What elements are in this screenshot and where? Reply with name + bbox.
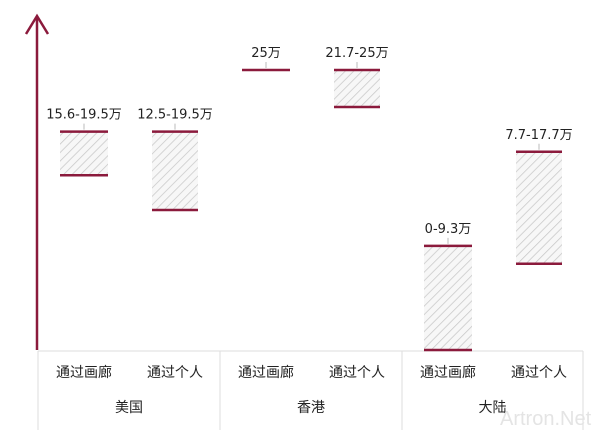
range-bar <box>334 70 380 107</box>
watermark: Artron.Net <box>500 408 592 430</box>
x-tick-label: 通过画廊 <box>420 364 476 381</box>
data-label: 7.7-17.7万 <box>505 128 572 143</box>
data-label: 25万 <box>251 46 281 61</box>
x-tick-label: 通过个人 <box>511 365 567 381</box>
range-bar <box>152 131 198 210</box>
x-tick-label: 通过个人 <box>329 365 385 381</box>
range-bar <box>60 131 108 176</box>
x-tick-label: 通过画廊 <box>238 364 294 381</box>
x-tick-label: 通过画廊 <box>56 364 112 381</box>
range-bar <box>424 245 472 350</box>
group-label: 大陆 <box>479 400 507 416</box>
data-label: 0-9.3万 <box>425 222 472 237</box>
data-label: 21.7-25万 <box>325 46 388 61</box>
data-label: 12.5-19.5万 <box>137 108 213 123</box>
range-bar <box>516 151 562 264</box>
x-tick-label: 通过个人 <box>147 365 203 381</box>
group-label: 香港 <box>297 400 325 416</box>
y-axis-arrow-icon <box>24 13 50 35</box>
group-label: 美国 <box>115 400 143 416</box>
data-label: 15.6-19.5万 <box>46 108 122 123</box>
